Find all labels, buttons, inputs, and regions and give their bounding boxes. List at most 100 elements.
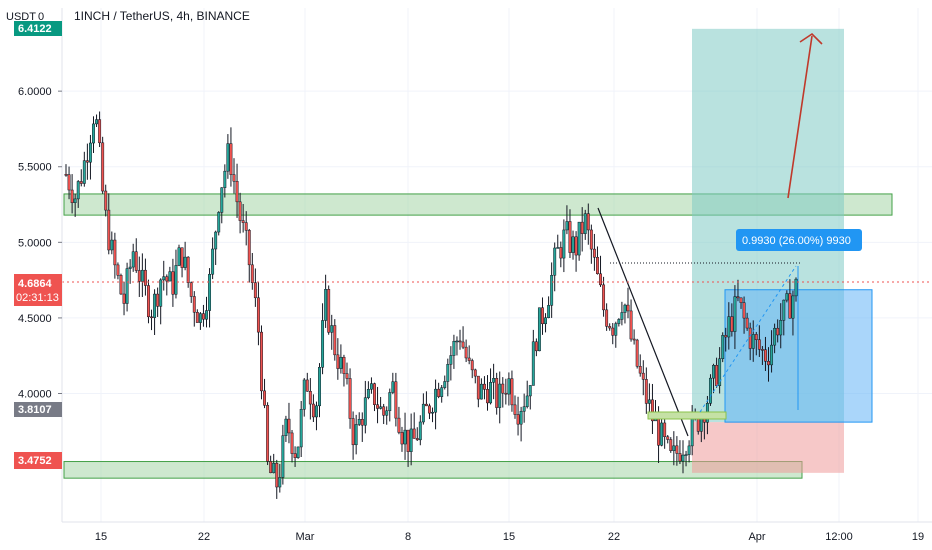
candle-up — [339, 356, 343, 369]
candle-down — [632, 338, 636, 341]
header: USDT 0 1INCH / TetherUS, 4h, BINANCE — [6, 9, 250, 23]
candle-up — [492, 378, 496, 383]
candle-down — [104, 190, 108, 211]
symbol-title[interactable]: 1INCH / TetherUS, 4h, BINANCE — [74, 9, 250, 23]
candle-up — [168, 271, 172, 282]
candle-up — [794, 278, 798, 297]
candle-down — [397, 417, 401, 433]
price-tag-stop: 3.4752 — [14, 452, 62, 469]
candle-down — [580, 221, 584, 234]
candle-up — [110, 239, 114, 251]
candle-up — [379, 406, 383, 409]
candle-up — [391, 381, 395, 393]
y-axis[interactable]: 6.0000 5.5000 5.0000 4.5000 4.0000 — [18, 8, 63, 522]
candle-down — [64, 174, 68, 176]
candle-up — [553, 247, 557, 276]
price-tag-entry: 3.8107 — [14, 402, 62, 417]
candle-down — [715, 365, 719, 386]
candle-up — [647, 399, 651, 404]
candle-up — [522, 406, 526, 412]
candle-up — [562, 229, 566, 259]
candle-up — [198, 313, 202, 323]
candle-down — [238, 201, 242, 221]
candle-down — [626, 304, 630, 312]
candle-down — [730, 316, 734, 332]
candle-up — [721, 335, 725, 359]
candle-up — [153, 293, 157, 318]
overlay-layer — [597, 32, 823, 437]
candle-up — [614, 323, 618, 336]
candle-down — [635, 339, 639, 367]
candle-up — [82, 160, 86, 184]
x-axis[interactable]: 15 22 Mar 8 15 22 Apr 12:00 19 — [62, 521, 932, 543]
candle-down — [134, 251, 138, 271]
candle-up — [76, 181, 80, 200]
projection-arrow-head — [799, 32, 823, 45]
candle-down — [247, 230, 251, 266]
candle-down — [122, 293, 126, 304]
candle-up — [357, 418, 361, 425]
measure-label[interactable]: 0.9930 (26.00%) 9930 — [736, 229, 862, 251]
projection-arrow-line[interactable] — [787, 35, 813, 199]
candle-down — [275, 462, 279, 488]
candle-down — [79, 181, 83, 184]
candle-down — [256, 297, 260, 333]
candle-up — [284, 418, 288, 436]
candle-down — [67, 174, 71, 191]
candle-up — [409, 428, 413, 452]
measure-diagonal — [699, 265, 797, 413]
candle-down — [611, 327, 615, 336]
candle-down — [189, 282, 193, 297]
candle-down — [424, 403, 428, 407]
candle-down — [406, 429, 410, 452]
price-tag-entry-bg — [14, 402, 62, 417]
candle-up — [211, 248, 215, 275]
candle-up — [779, 320, 783, 336]
price-tag-last-bg — [14, 274, 62, 306]
candle-down — [137, 270, 141, 282]
candle-down — [559, 247, 563, 259]
candle-up — [223, 170, 227, 188]
candle-up — [315, 405, 318, 418]
candle-down — [382, 406, 386, 416]
measure-label-bg — [736, 229, 862, 251]
candle-down — [495, 378, 499, 408]
y-tick-label: 5.5000 — [18, 162, 52, 174]
candle-up — [324, 289, 328, 321]
candle-down — [748, 327, 752, 349]
candle-down — [510, 378, 514, 406]
x-tick-label: 22 — [608, 531, 620, 543]
candle-up — [174, 265, 178, 295]
candle-down — [192, 296, 196, 313]
candle-up — [452, 341, 456, 356]
candle-up — [92, 123, 95, 144]
candle-up — [620, 312, 624, 320]
candle-up — [296, 446, 300, 458]
stop-zone — [692, 422, 844, 473]
candle-up — [544, 317, 547, 325]
candle-up — [88, 142, 92, 163]
candle-up — [712, 365, 715, 379]
candle-down — [98, 119, 102, 144]
candle-down — [739, 297, 743, 303]
candle-down — [305, 379, 309, 392]
candle-down — [290, 432, 294, 454]
candle-down — [501, 383, 505, 394]
candle-down — [263, 390, 266, 406]
candle-down — [568, 221, 572, 253]
candle-down — [287, 418, 291, 434]
x-tick-label: 19 — [912, 531, 924, 543]
candle-down — [116, 264, 120, 276]
candle-down — [253, 282, 257, 299]
candle-up — [690, 414, 694, 447]
candle-down — [360, 418, 364, 426]
trendline[interactable] — [597, 207, 689, 437]
x-tick-label: 8 — [405, 531, 411, 543]
candle-down — [596, 256, 599, 275]
candle-down — [678, 453, 682, 462]
candle-up — [660, 422, 664, 446]
candle-down — [171, 271, 175, 295]
candle-up — [617, 319, 621, 324]
